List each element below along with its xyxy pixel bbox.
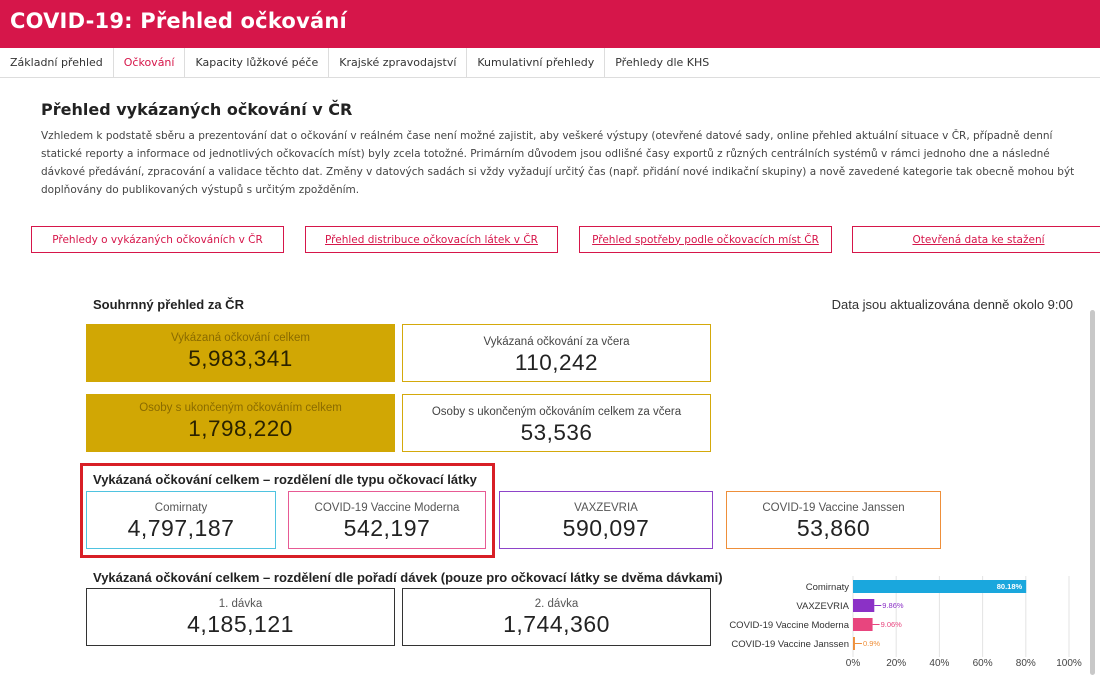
page-title: Přehled vykázaných očkování v ČR [41,100,353,119]
vaccine-card-janssen: COVID-19 Vaccine Janssen 53,860 [726,491,941,549]
data-label: 80.18% [997,582,1023,591]
app-title: COVID-19: Přehled očkování [10,9,347,33]
bar [853,599,875,612]
card-value: 53,536 [520,420,593,445]
update-note: Data jsou aktualizována denně okolo 9:00 [831,297,1073,312]
vaccine-label: COVID-19 Vaccine Janssen [762,502,905,514]
card-vaccinations-yesterday: Vykázaná očkování za včera 110,242 [402,324,711,382]
dose-value: 4,185,121 [187,611,294,637]
category-label: Comirnaty [806,582,850,593]
x-tick-label: 80% [1016,658,1036,669]
vaccine-share-chart: 0% 20% 40% 60% 80% 100% Comirnaty 80.18% VAXZEVR… [729,576,1082,669]
tab-zakladni-prehled[interactable]: Základní přehled [0,48,114,78]
page-scrollbar[interactable] [1090,310,1095,675]
dose-card-first: 1. dávka 4,185,121 [86,588,395,646]
category-label: COVID-19 Vaccine Moderna [729,620,849,631]
dose-card-second: 2. dávka 1,744,360 [402,588,711,646]
dose-value: 1,744,360 [503,611,610,637]
tab-ockovani[interactable]: Očkování [114,48,186,78]
card-completed-yesterday: Osoby s ukončeným očkováním celkem za vč… [402,394,711,452]
link-prehled-distribuce[interactable]: Přehled distribuce očkovacích látek v ČR [305,226,558,253]
vaccine-value: 590,097 [562,515,650,541]
link-otevrena-data[interactable]: Otevřená data ke stažení [852,226,1100,253]
vaccine-card-vaxzevria: VAXZEVRIA 590,097 [499,491,713,549]
x-tick-label: 40% [929,658,949,669]
card-completed-total: Osoby s ukončeným očkováním celkem 1,798… [86,394,395,452]
tab-prehledy-dle-khs[interactable]: Přehledy dle KHS [615,56,710,69]
card-value: 1,798,220 [188,416,293,441]
category-label: VAXZEVRIA [796,601,849,612]
vaccine-value: 53,860 [796,515,871,541]
app-header: COVID-19: Přehled očkování [0,0,1100,48]
vaccine-card-moderna: COVID-19 Vaccine Moderna 542,197 [288,491,486,549]
x-tick-label: 20% [886,658,906,669]
card-label: Vykázaná očkování za včera [483,336,630,348]
data-label: 9.06% [881,620,903,629]
x-tick-label: 60% [973,658,993,669]
bar [853,580,1027,593]
vaccine-label: Comirnaty [154,502,208,514]
category-label: COVID-19 Vaccine Janssen [731,639,849,650]
bar [853,618,873,631]
dose-label: 1. dávka [218,598,263,610]
highlight-box [80,463,495,558]
card-label: Osoby s ukončeným očkováním celkem za vč… [431,406,682,418]
vaccine-label: VAXZEVRIA [574,502,638,514]
x-tick-label: 100% [1056,658,1082,669]
vaccine-value: 4,797,187 [127,515,235,541]
by-vaccine-title: Vykázaná očkování celkem – rozdělení dle… [93,472,477,487]
vaccine-card-comirnaty: Comirnaty 4,797,187 [86,491,276,549]
data-label: 0.9% [863,639,880,648]
card-label: Vykázaná očkování celkem [171,332,310,344]
link-prehledy-vykazanych-ockovani[interactable]: Přehledy o vykázaných očkováních v ČR [31,226,284,253]
main-nav: Základní přehled Očkování Kapacity lůžko… [0,48,1100,78]
intro-text: Vzhledem k podstatě sběru a prezentování… [41,130,1075,196]
card-value: 110,242 [514,350,599,375]
tab-kapacity-luzkove-pece[interactable]: Kapacity lůžkové péče [185,48,330,78]
link-prehled-spotreby[interactable]: Přehled spotřeby podle očkovacích míst Č… [579,226,832,253]
bar [853,637,855,650]
data-label: 9.86% [882,601,904,610]
tab-kumulativni-prehledy[interactable]: Kumulativní přehledy [467,48,606,78]
dose-label: 2. dávka [534,598,579,610]
summary-title: Souhrnný přehled za ČR [93,297,244,312]
by-dose-title: Vykázaná očkování celkem – rozdělení dle… [93,570,723,585]
vaccine-value: 542,197 [343,515,431,541]
vaccine-label: COVID-19 Vaccine Moderna [314,502,460,514]
card-total-vaccinations: Vykázaná očkování celkem 5,983,341 [86,324,395,382]
tab-krajske-zpravodajstvi[interactable]: Krajské zpravodajství [329,48,468,78]
x-tick-label: 0% [846,658,861,669]
card-label: Osoby s ukončeným očkováním celkem [139,402,342,414]
card-value: 5,983,341 [188,346,293,371]
